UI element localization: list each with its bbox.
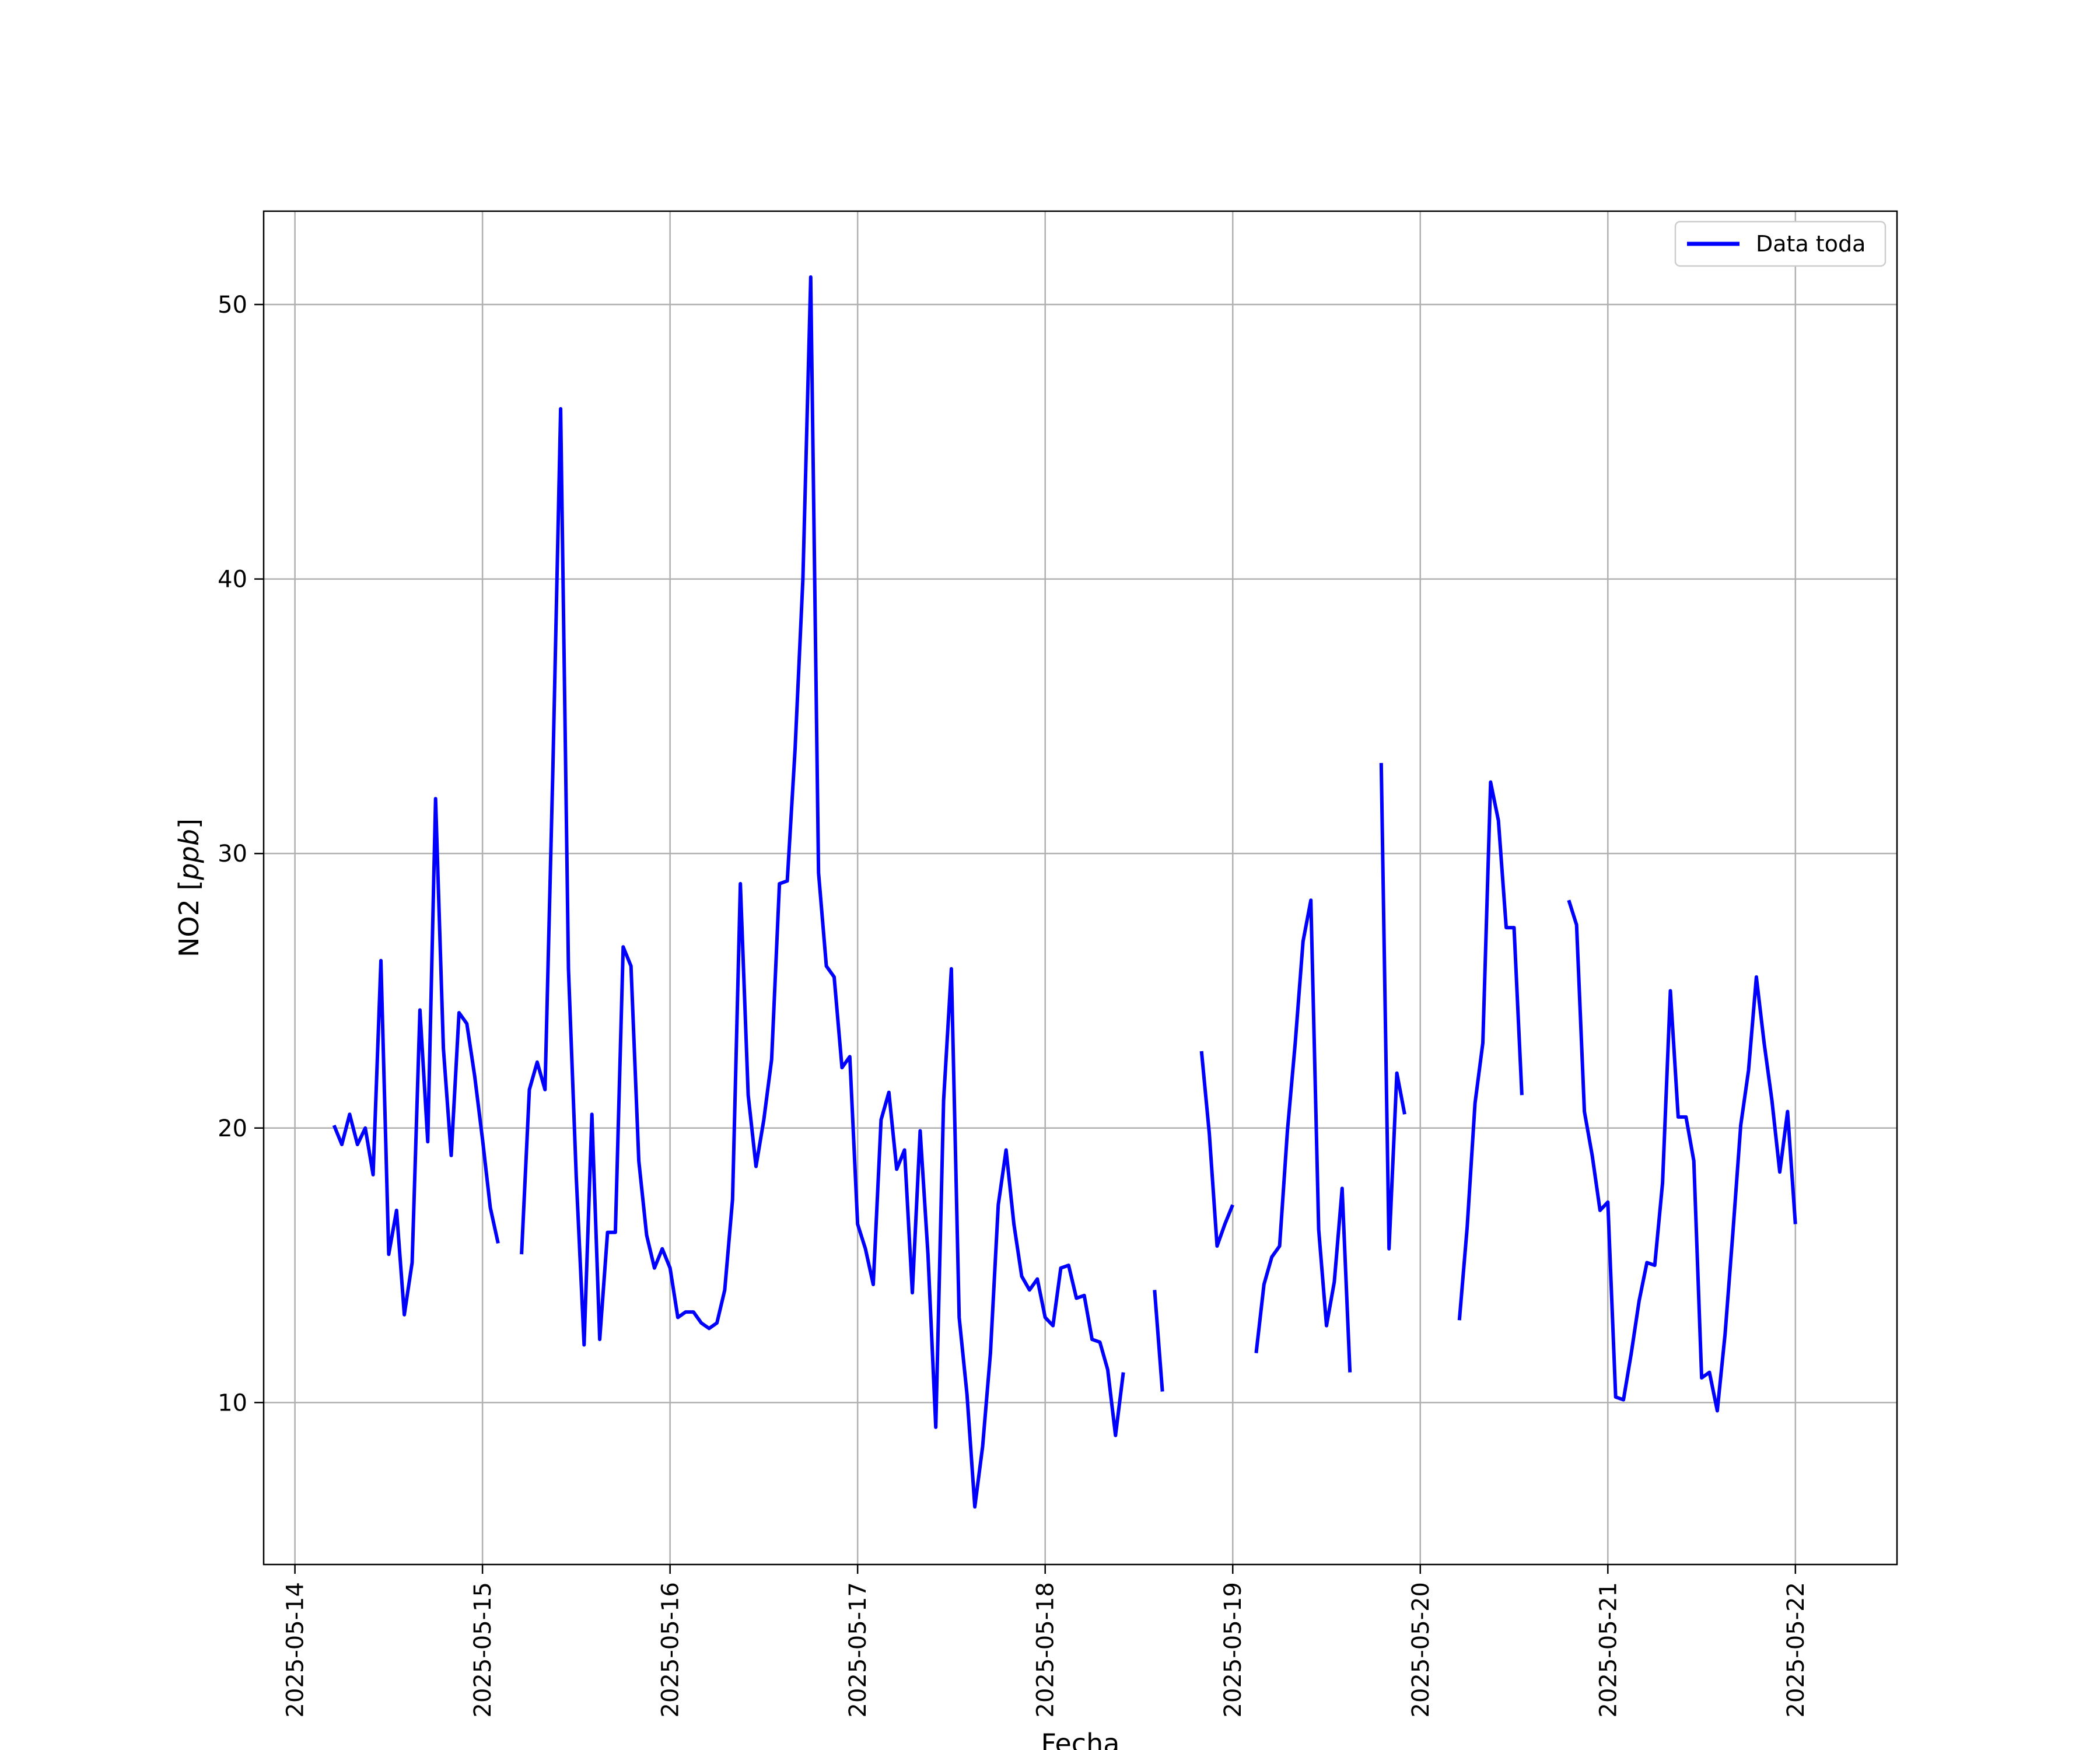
y-tick-label: 40 — [218, 566, 247, 593]
plot-frame — [262, 210, 1898, 1566]
series-line-segment — [1199, 1051, 1234, 1248]
y-tick-label: 30 — [218, 841, 247, 867]
x-tick-label: 2025-05-14 — [282, 1582, 309, 1717]
legend: Data toda — [1674, 220, 1887, 267]
legend-box — [1674, 220, 1887, 267]
series-line-segment — [1457, 780, 1524, 1321]
x-axis-ticks: 2025-05-14 2025-05-15 2025-05-16 2025-05-17… — [282, 1564, 1810, 1717]
series-line-segment — [1153, 1290, 1164, 1392]
y-axis-ticks: 10 20 30 40 50 — [218, 292, 264, 1416]
series-line-segment — [1254, 898, 1352, 1373]
series-line-segment — [1567, 900, 1797, 1413]
x-tick-label: 2025-05-15 — [470, 1582, 496, 1717]
y-tick-label: 20 — [218, 1115, 247, 1142]
series-line-segment — [1379, 762, 1406, 1251]
y-tick-label: 10 — [218, 1390, 247, 1416]
x-tick-label: 2025-05-18 — [1032, 1582, 1059, 1717]
x-tick-label: 2025-05-22 — [1783, 1582, 1810, 1717]
y-tick-label: 50 — [218, 292, 247, 318]
x-tick-label: 2025-05-19 — [1220, 1582, 1247, 1717]
legend-label-data-toda: Data toda — [1756, 231, 1866, 257]
y-axis-title: NO2 [ppb] — [173, 818, 205, 957]
series-layer — [332, 275, 1797, 1509]
x-axis-title: Fecha — [1041, 1728, 1120, 1750]
series-line-segment — [332, 797, 500, 1317]
x-tick-label: 2025-05-17 — [845, 1582, 872, 1717]
x-tick-label: 2025-05-20 — [1408, 1582, 1434, 1717]
plot-area — [264, 211, 1897, 1564]
x-tick-label: 2025-05-16 — [657, 1582, 684, 1717]
x-tick-label: 2025-05-21 — [1595, 1582, 1622, 1717]
series-line-segment — [520, 275, 1125, 1509]
grid-lines — [264, 211, 1897, 1564]
